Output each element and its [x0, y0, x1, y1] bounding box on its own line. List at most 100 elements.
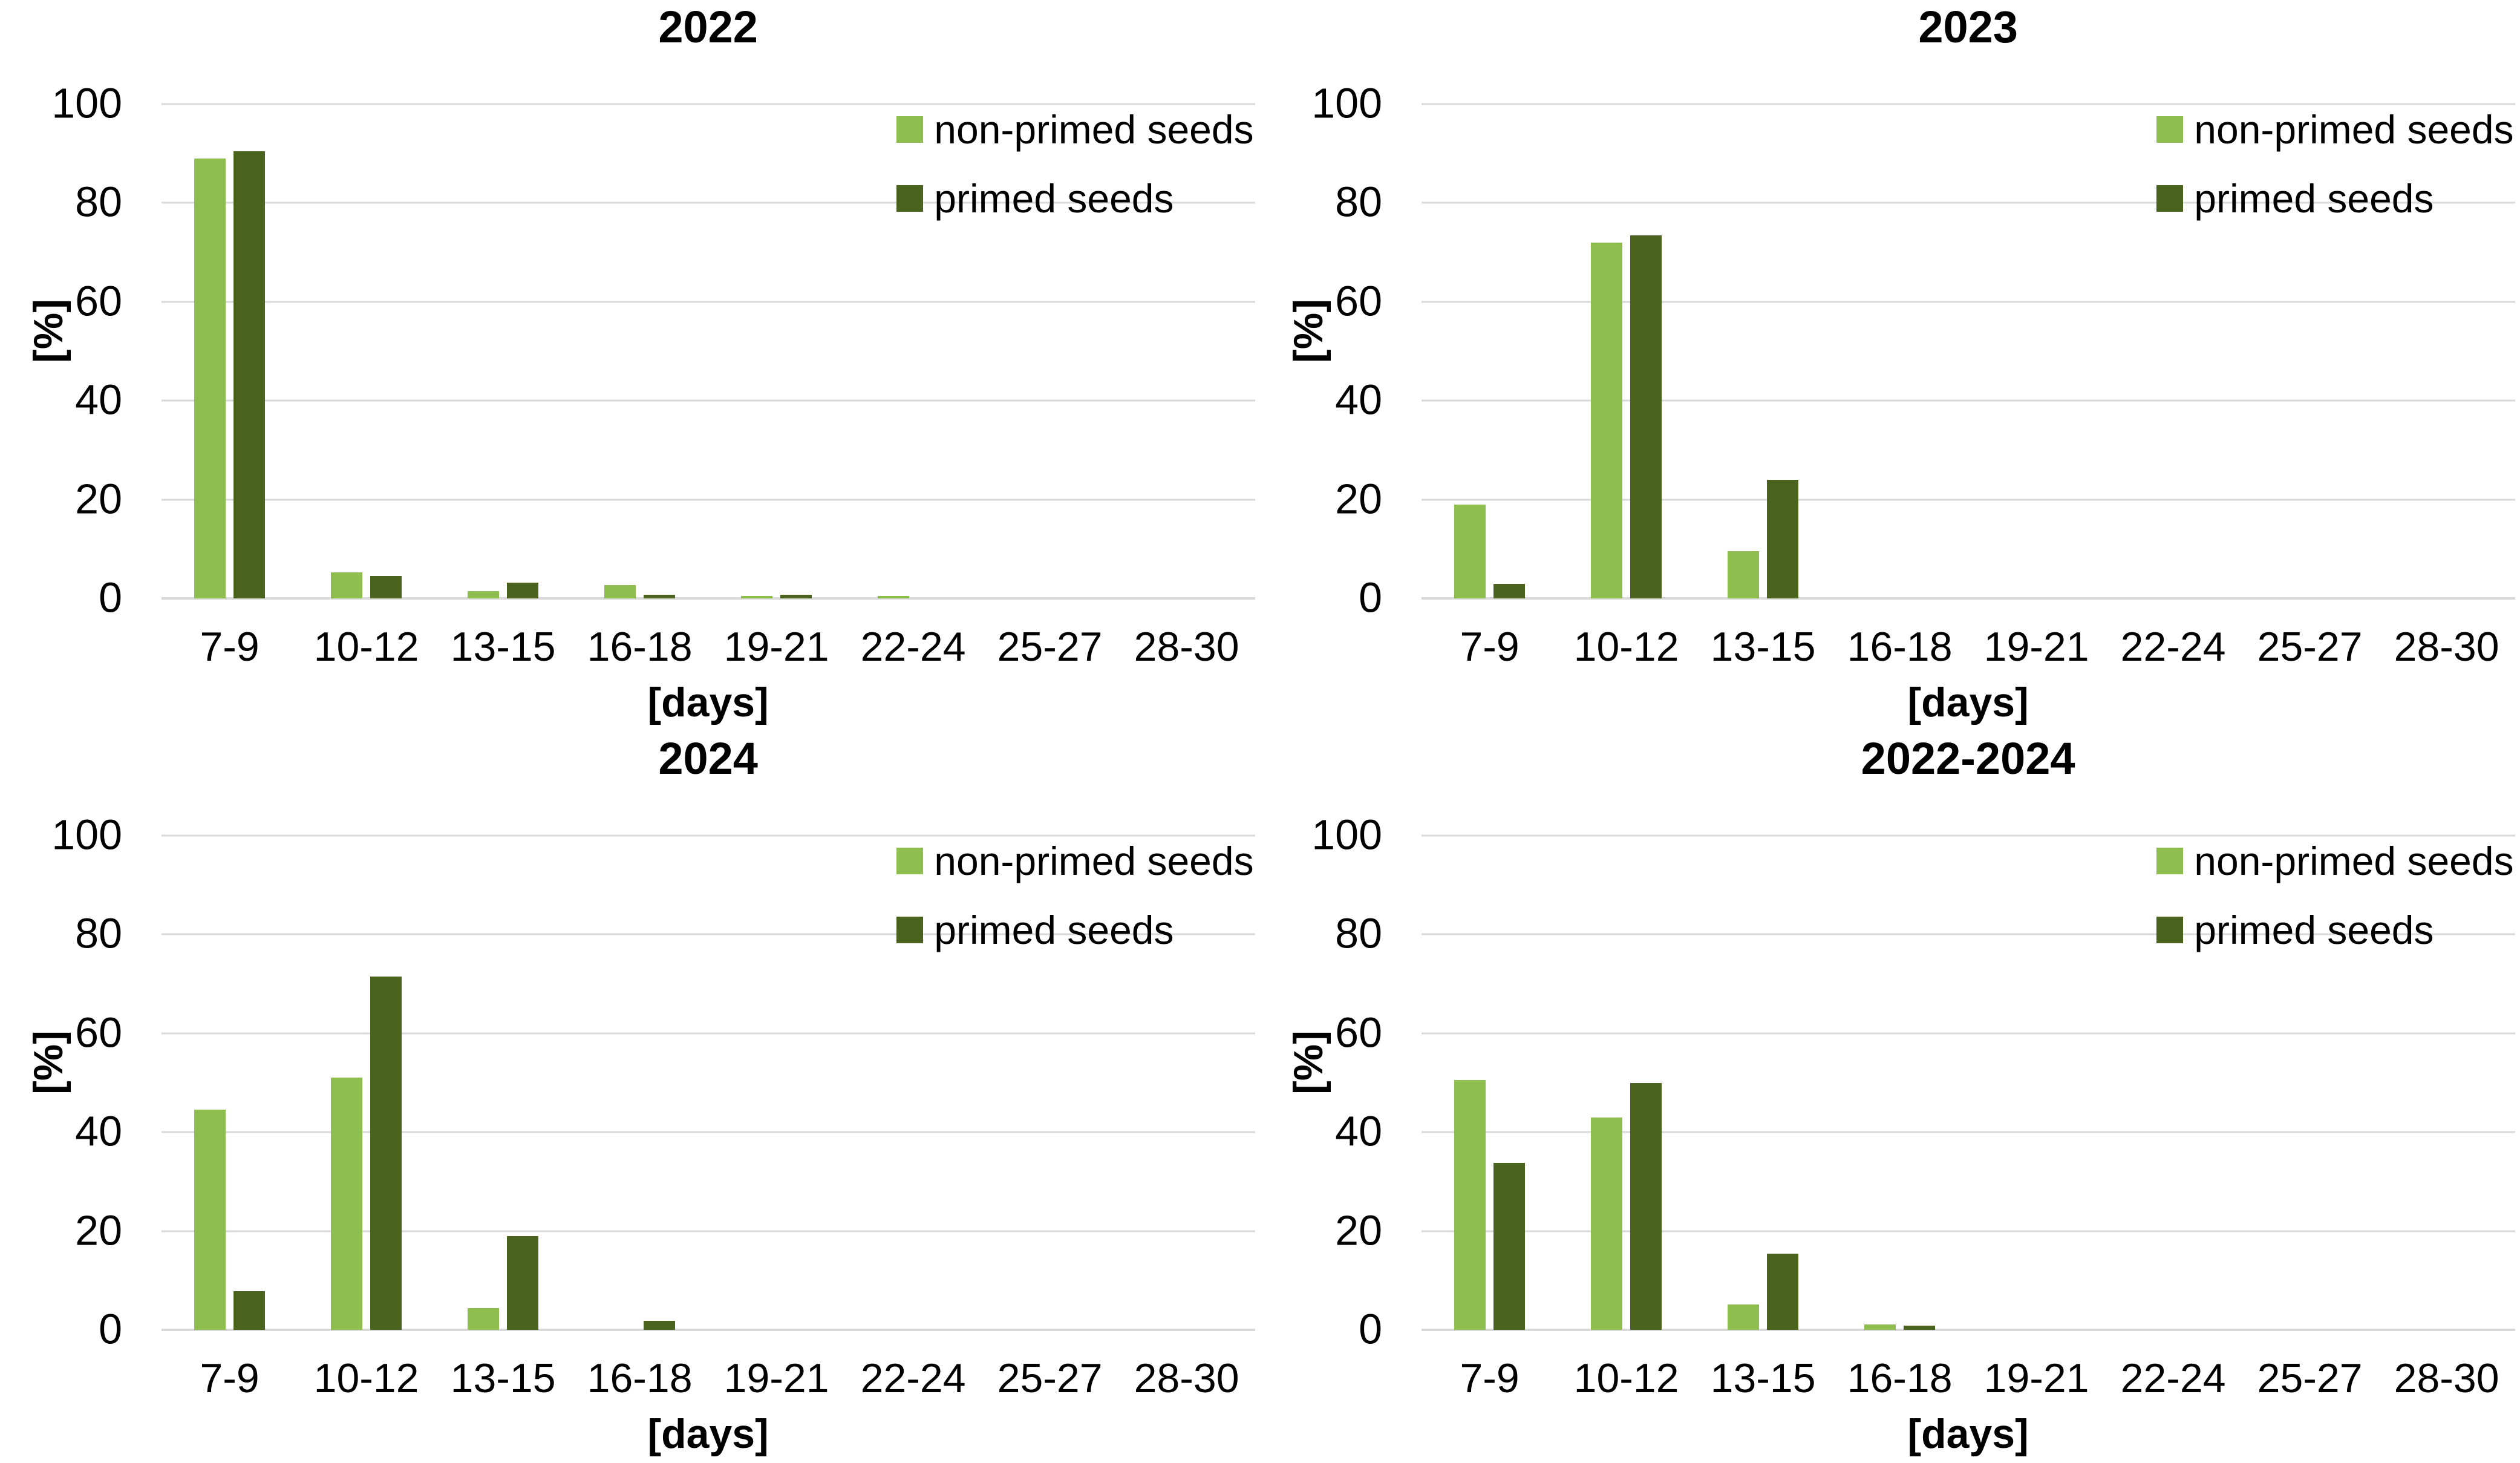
chart-title: 2022: [658, 2, 758, 52]
bar-primed-7-9: [1493, 1162, 1525, 1330]
x-tick-16-18: 16-18: [1847, 623, 1953, 670]
y-tick-40: 40: [1335, 1107, 1383, 1155]
x-tick-16-18: 16-18: [587, 1355, 693, 1401]
x-tick-22-24: 22-24: [860, 623, 966, 670]
y-tick-40: 40: [75, 1107, 123, 1155]
bar-primed-16-18: [643, 1321, 675, 1330]
legend-label-primed: primed seeds: [2194, 176, 2434, 221]
x-tick-22-24: 22-24: [860, 1355, 966, 1401]
legend-swatch-non-primed-icon: [896, 116, 924, 143]
x-tick-19-21: 19-21: [1983, 623, 2089, 670]
y-tick-0: 0: [99, 574, 123, 621]
x-tick-25-27: 25-27: [2257, 623, 2363, 670]
bar-primed-10-12: [1630, 1082, 1662, 1330]
legend-swatch-primed-icon: [2156, 917, 2184, 944]
plot-area: [1421, 103, 2515, 600]
legend-item-non-primed: non-primed seeds: [2156, 107, 2514, 152]
bar-primed-16-18: [1903, 1325, 1935, 1330]
y-tick-20: 20: [75, 1206, 123, 1254]
y-tick-100: 100: [51, 79, 123, 127]
legend-label-non-primed: non-primed seeds: [2194, 839, 2514, 884]
x-axis-ticks: 7-9 10-12 13-15 16-18 19-21 22-24 25-27 28-30: [162, 1358, 1255, 1399]
bar-primed-10-12: [1630, 235, 1662, 599]
legend-item-non-primed: non-primed seeds: [896, 841, 1254, 881]
x-tick-13-15: 13-15: [450, 623, 556, 670]
x-axis-label: [days]: [1907, 1410, 2029, 1457]
x-tick-28-30: 28-30: [2394, 623, 2499, 670]
legend-label-non-primed: non-primed seeds: [2194, 107, 2514, 152]
legend-item-primed: primed seeds: [896, 908, 1174, 953]
gridline-40: [161, 1131, 1255, 1133]
gridline-100: [161, 834, 1255, 837]
legend-swatch-primed-icon: [896, 185, 924, 212]
y-tick-60: 60: [75, 1009, 123, 1056]
x-tick-25-27: 25-27: [2257, 1355, 2363, 1401]
x-tick-13-15: 13-15: [450, 1355, 556, 1401]
gridline-0: [161, 597, 1255, 600]
y-tick-100: 100: [1311, 79, 1383, 127]
chart-2022: 2022 [%] 0 20 40 60 80 100 7-9 10-12 13-15 16-18…: [0, 0, 1260, 732]
legend-label-primed: primed seeds: [934, 908, 1174, 953]
chart-2024: 2024 [%] 0 20 40 60 80 100 7-9 10-12 13-15 16-18…: [0, 732, 1260, 1463]
legend: non-primed seeds primed seeds: [896, 841, 1254, 953]
x-tick-22-24: 22-24: [2120, 1355, 2226, 1401]
x-tick-7-9: 7-9: [200, 1355, 260, 1401]
gridline-80: [1421, 933, 2515, 935]
bar-non-primed-10-12: [331, 1078, 363, 1330]
x-tick-22-24: 22-24: [2120, 623, 2226, 670]
bar-primed-19-21: [780, 595, 812, 599]
bar-non-primed-10-12: [1591, 1117, 1623, 1330]
plot-area: [161, 834, 1255, 1332]
bar-primed-7-9: [1493, 583, 1525, 599]
plot-area: [1421, 834, 2515, 1332]
bar-primed-16-18: [643, 594, 675, 599]
bar-primed-13-15: [1766, 1254, 1798, 1330]
legend-item-non-primed: non-primed seeds: [896, 110, 1254, 149]
bar-non-primed-10-12: [331, 572, 363, 599]
legend-item-primed: primed seeds: [896, 176, 1174, 221]
bar-primed-13-15: [506, 582, 538, 599]
chart-2023: 2023 [%] 0 20 40 60 80 100 7-9 10-12 13-15 16-18…: [1260, 0, 2520, 732]
x-tick-13-15: 13-15: [1710, 623, 1816, 670]
x-tick-10-12: 10-12: [1573, 1355, 1679, 1401]
x-tick-28-30: 28-30: [1134, 1355, 1239, 1401]
legend-label-primed: primed seeds: [2194, 908, 2434, 953]
chart-title: 2023: [1918, 2, 2018, 52]
y-tick-80: 80: [75, 178, 123, 226]
x-axis-label: [days]: [647, 679, 769, 725]
legend: non-primed seeds primed seeds: [2156, 107, 2514, 221]
x-tick-7-9: 7-9: [1460, 623, 1520, 670]
x-tick-16-18: 16-18: [587, 623, 693, 670]
x-tick-19-21: 19-21: [1983, 1355, 2089, 1401]
bar-non-primed-16-18: [1864, 1324, 1896, 1330]
x-axis-ticks: 7-9 10-12 13-15 16-18 19-21 22-24 25-27 28-30: [1422, 1358, 2515, 1399]
bar-non-primed-19-21: [741, 595, 773, 599]
x-axis-label: [days]: [647, 1410, 769, 1457]
legend-label-primed: primed seeds: [934, 176, 1174, 221]
bar-non-primed-22-24: [878, 595, 910, 599]
gridline-60: [161, 301, 1255, 303]
x-tick-25-27: 25-27: [997, 623, 1103, 670]
legend: non-primed seeds primed seeds: [2156, 839, 2514, 953]
y-tick-0: 0: [1359, 574, 1383, 621]
x-tick-13-15: 13-15: [1710, 1355, 1816, 1401]
bar-primed-10-12: [370, 976, 402, 1330]
gridline-100: [1421, 834, 2515, 837]
y-tick-100: 100: [1311, 811, 1383, 859]
x-tick-7-9: 7-9: [200, 623, 260, 670]
gridline-20: [161, 499, 1255, 501]
gridline-0: [1421, 597, 2515, 600]
bar-non-primed-13-15: [468, 1308, 500, 1330]
legend-item-non-primed: non-primed seeds: [2156, 839, 2514, 884]
y-axis-ticks: 0 20 40 60 80 100: [0, 82, 123, 619]
gridline-60: [161, 1032, 1255, 1035]
y-tick-20: 20: [1335, 1206, 1383, 1254]
x-axis-label: [days]: [1907, 679, 2029, 725]
gridline-80: [1421, 201, 2515, 204]
gridline-80: [161, 201, 1255, 204]
legend-swatch-non-primed-icon: [2156, 848, 2184, 875]
bar-primed-13-15: [1766, 479, 1798, 599]
legend-item-primed: primed seeds: [2156, 908, 2434, 953]
chart-title: 2024: [658, 733, 758, 784]
bar-non-primed-13-15: [1728, 1304, 1760, 1330]
